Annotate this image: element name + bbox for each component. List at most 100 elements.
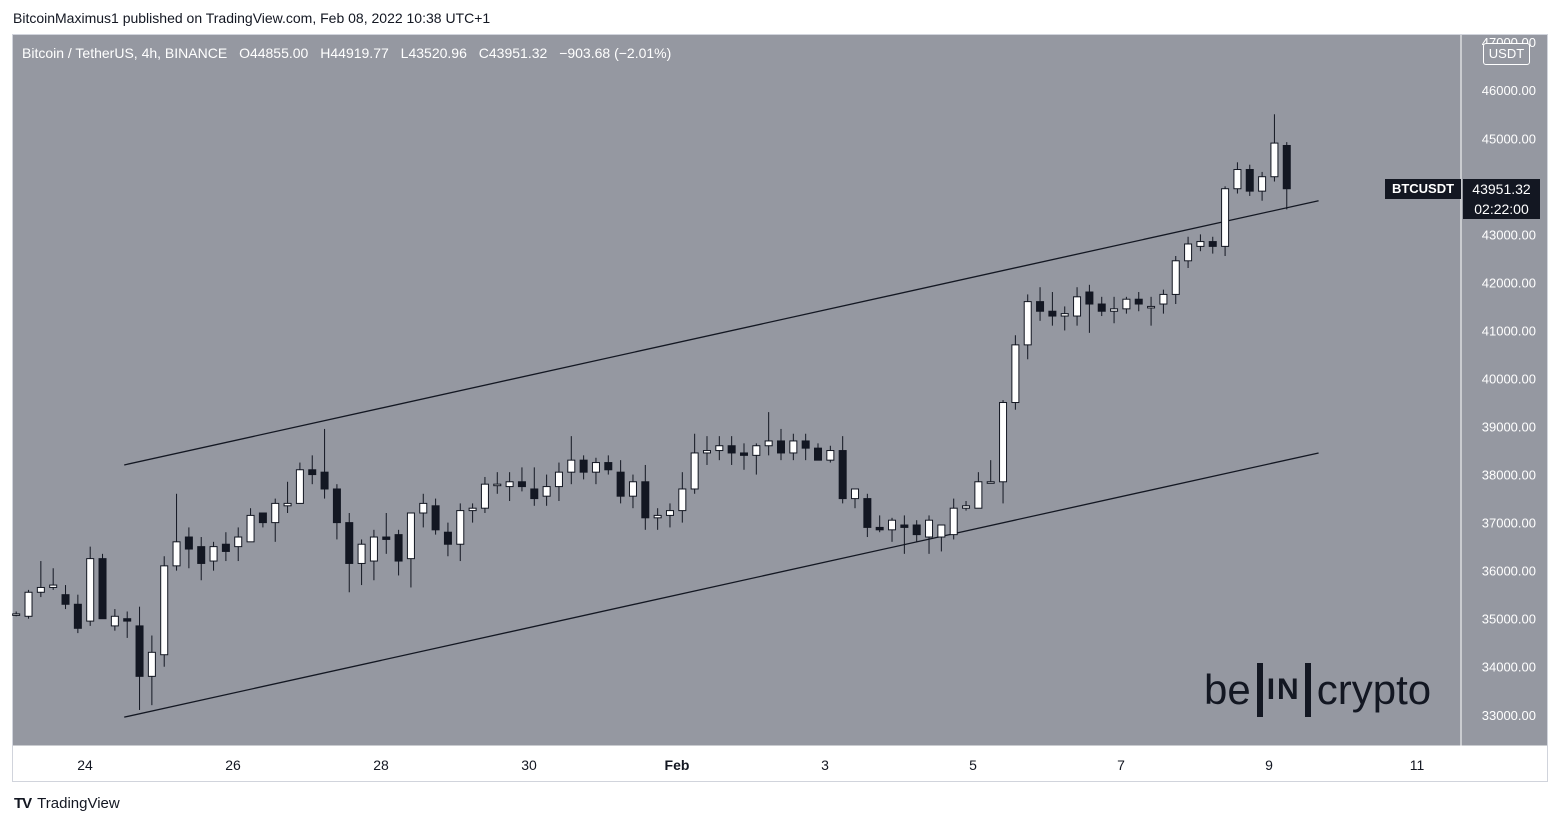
candle[interactable] [937, 524, 946, 552]
candle[interactable] [357, 539, 366, 586]
candle[interactable] [838, 436, 847, 504]
candle[interactable] [1060, 306, 1069, 331]
candle[interactable] [554, 462, 563, 501]
candle[interactable] [271, 498, 280, 542]
candle[interactable] [110, 609, 119, 631]
candle[interactable] [678, 472, 687, 523]
candle[interactable] [949, 498, 958, 540]
candle[interactable] [480, 476, 489, 514]
candle[interactable] [912, 520, 921, 542]
candle[interactable] [160, 556, 169, 667]
candle[interactable] [863, 493, 872, 538]
candle[interactable] [73, 594, 82, 634]
candle[interactable] [221, 532, 230, 562]
candle[interactable] [493, 472, 502, 494]
candle[interactable] [468, 503, 477, 523]
candle[interactable] [61, 585, 70, 610]
candle[interactable] [1011, 335, 1020, 410]
candle[interactable] [1023, 294, 1032, 360]
candle[interactable] [1122, 296, 1131, 314]
candle[interactable] [826, 445, 835, 463]
candle[interactable] [419, 493, 428, 528]
candle[interactable] [382, 513, 391, 554]
candle[interactable] [801, 433, 810, 461]
candle[interactable] [135, 606, 144, 710]
candle[interactable] [332, 484, 341, 540]
candle[interactable] [172, 493, 181, 571]
candle[interactable] [505, 472, 514, 501]
candle[interactable] [36, 561, 45, 598]
candle[interactable] [702, 436, 711, 465]
candle[interactable] [369, 529, 378, 581]
candle[interactable] [715, 436, 724, 461]
currency-unit-button[interactable]: USDT [1483, 43, 1530, 65]
candle[interactable] [616, 460, 625, 504]
candle[interactable] [394, 529, 403, 576]
candle[interactable] [1048, 292, 1057, 326]
candle[interactable] [542, 474, 551, 506]
trendline-lower[interactable] [124, 452, 1319, 718]
candle[interactable] [184, 527, 193, 569]
candle[interactable] [1097, 296, 1106, 317]
candle[interactable] [345, 513, 354, 593]
candle[interactable] [98, 553, 107, 620]
candle[interactable] [567, 436, 576, 485]
candle[interactable] [49, 568, 58, 590]
candle[interactable] [246, 508, 255, 543]
candle[interactable] [1110, 296, 1119, 324]
candle[interactable] [789, 433, 798, 461]
candle[interactable] [1282, 142, 1291, 210]
candle[interactable] [1245, 164, 1254, 196]
candle[interactable] [764, 412, 773, 456]
trendline-upper[interactable] [124, 200, 1319, 466]
candle[interactable] [776, 428, 785, 461]
candle[interactable] [604, 455, 613, 475]
candle[interactable] [1208, 236, 1217, 254]
candle[interactable] [1196, 234, 1205, 252]
candle[interactable] [653, 508, 662, 530]
candle[interactable] [1036, 287, 1045, 321]
candle[interactable] [814, 443, 823, 461]
candle[interactable] [579, 455, 588, 480]
candle[interactable] [147, 635, 156, 706]
candle[interactable] [665, 503, 674, 528]
candle[interactable] [12, 611, 21, 617]
candle[interactable] [320, 428, 329, 499]
candle[interactable] [739, 443, 748, 470]
candle[interactable] [1270, 114, 1279, 182]
candle[interactable] [900, 515, 909, 554]
candle[interactable] [962, 500, 971, 511]
candle[interactable] [1159, 289, 1168, 314]
candle[interactable] [86, 546, 95, 626]
candle[interactable] [1233, 162, 1242, 194]
candle[interactable] [752, 443, 761, 475]
candle[interactable] [925, 515, 934, 554]
candle[interactable] [209, 541, 218, 571]
candle[interactable] [727, 436, 736, 465]
candle[interactable] [295, 462, 304, 504]
candle[interactable] [851, 488, 860, 509]
candle[interactable] [628, 474, 637, 509]
candle[interactable] [123, 611, 132, 638]
candle[interactable] [197, 537, 206, 581]
candle[interactable] [986, 460, 995, 484]
candle[interactable] [406, 512, 415, 588]
candle[interactable] [1171, 255, 1180, 305]
candle[interactable] [1184, 236, 1193, 268]
candle[interactable] [517, 467, 526, 492]
candle[interactable] [234, 527, 243, 562]
candle[interactable] [258, 512, 267, 528]
candle[interactable] [431, 498, 440, 535]
candle[interactable] [308, 455, 317, 485]
candle[interactable] [875, 515, 884, 533]
candle[interactable] [591, 457, 600, 485]
candle[interactable] [999, 400, 1008, 504]
candle[interactable] [443, 522, 452, 557]
candle[interactable] [1085, 284, 1094, 333]
candle[interactable] [283, 481, 292, 514]
candle[interactable] [24, 589, 33, 619]
candle[interactable] [1147, 296, 1156, 326]
candle[interactable] [1134, 292, 1143, 312]
candle[interactable] [530, 467, 539, 506]
